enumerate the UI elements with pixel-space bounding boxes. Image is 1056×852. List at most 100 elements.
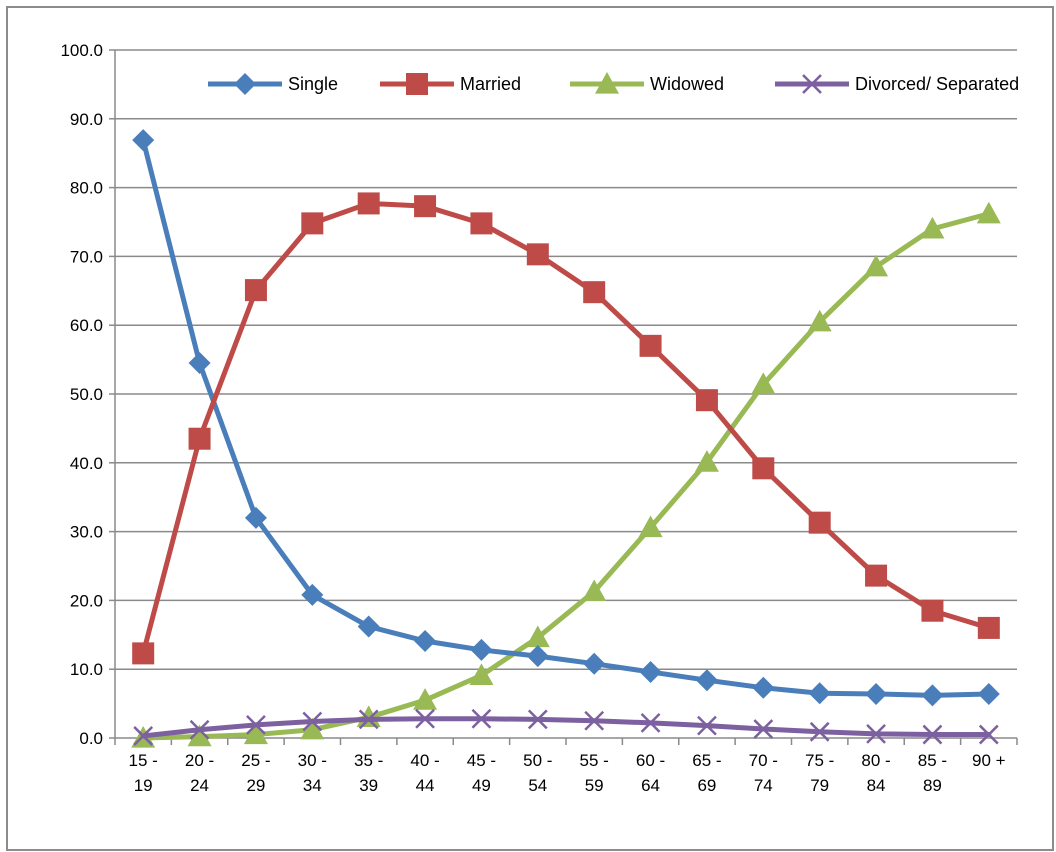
- x-tick-label: 29: [246, 776, 265, 795]
- y-tick-label: 10.0: [70, 660, 103, 679]
- data-point-widowed: [525, 625, 550, 648]
- x-tick-label: 30 -: [298, 751, 327, 770]
- y-tick-label: 40.0: [70, 454, 103, 473]
- x-tick-label: 69: [697, 776, 716, 795]
- x-tick-label: 49: [472, 776, 491, 795]
- legend-label: Married: [460, 74, 521, 94]
- data-point-divorced-separated: [302, 711, 323, 732]
- data-point-divorced-separated: [471, 708, 492, 729]
- x-tick-label: 59: [585, 776, 604, 795]
- data-point-widowed: [976, 201, 1001, 224]
- y-tick-label: 70.0: [70, 247, 103, 266]
- data-point-single: [583, 652, 606, 675]
- data-point-widowed: [582, 579, 607, 602]
- data-point-married: [470, 212, 493, 235]
- gridlines: [115, 49, 1017, 670]
- data-point-single: [752, 676, 775, 699]
- data-point-married: [583, 281, 606, 304]
- x-tick-label: 64: [641, 776, 660, 795]
- data-point-single: [357, 615, 380, 638]
- legend-label: Widowed: [650, 74, 724, 94]
- data-point-married: [301, 212, 324, 235]
- data-point-married: [977, 616, 1000, 639]
- legend-marker: [234, 73, 256, 95]
- y-tick-label: 90.0: [70, 110, 103, 129]
- x-tick-label: 79: [810, 776, 829, 795]
- data-point-divorced-separated: [866, 723, 886, 744]
- data-point-single: [977, 682, 1000, 705]
- y-axis-labels: 0.0 10.0 20.0 30.0 40.0 50.0 60.0 70.0 80.0 90.0 1…: [60, 41, 115, 748]
- data-point-single: [808, 682, 831, 705]
- legend-item-widowed: Widowed: [570, 72, 724, 94]
- data-point-widowed: [187, 724, 212, 747]
- series-line-married: [140, 200, 992, 656]
- x-tick-label: 84: [867, 776, 886, 795]
- data-point-divorced-separated: [922, 724, 943, 745]
- x-tick-label: 39: [359, 776, 378, 795]
- data-point-single: [639, 660, 662, 683]
- data-point-single: [188, 352, 211, 375]
- data-point-widowed: [751, 372, 776, 394]
- y-tick-label: 60.0: [70, 316, 103, 335]
- y-tick-label: 0.0: [79, 729, 103, 748]
- data-point-single: [921, 684, 944, 707]
- data-point-divorced-separated: [246, 715, 266, 735]
- legend-label: Divorced/ Separated: [855, 74, 1019, 94]
- y-tick-label: 80.0: [70, 179, 103, 198]
- series-divorced-separated: [133, 708, 999, 746]
- x-tick-label: 54: [528, 776, 547, 795]
- legend-item-divorced-separated: Divorced/ Separated: [775, 74, 1019, 94]
- data-point-widowed: [469, 663, 494, 685]
- series-line-widowed: [140, 211, 992, 741]
- legend-marker: [406, 73, 428, 95]
- data-point-married: [639, 334, 662, 357]
- series-married: [132, 192, 1000, 665]
- x-tick-label: 90 +: [972, 751, 1006, 770]
- data-point-married: [921, 599, 944, 622]
- legend-item-single: Single: [208, 73, 338, 95]
- data-point-divorced-separated: [809, 721, 830, 742]
- x-tick-label: 24: [190, 776, 209, 795]
- x-tick-label: 25 -: [241, 751, 270, 770]
- x-tick-label: 75 -: [805, 751, 834, 770]
- data-point-widowed: [638, 515, 663, 538]
- legend-item-married: Married: [380, 73, 521, 95]
- data-point-single: [695, 669, 718, 692]
- data-point-single: [301, 583, 324, 606]
- x-tick-label: 20 -: [185, 751, 214, 770]
- data-point-widowed: [807, 309, 832, 332]
- x-tick-label: 89: [923, 776, 942, 795]
- data-point-married: [244, 279, 267, 302]
- data-point-divorced-separated: [133, 726, 154, 746]
- data-point-married: [414, 195, 437, 218]
- x-tick-label: 55 -: [580, 751, 609, 770]
- y-tick-label: 100.0: [60, 41, 103, 60]
- data-point-divorced-separated: [415, 708, 435, 729]
- data-point-widowed: [864, 254, 889, 277]
- data-point-divorced-separated: [527, 709, 548, 730]
- data-point-married: [808, 511, 831, 534]
- x-tick-label: 15 -: [129, 751, 158, 770]
- x-tick-label: 80 -: [861, 751, 890, 770]
- data-point-widowed: [694, 450, 719, 472]
- x-tick-label: 50 -: [523, 751, 552, 770]
- data-point-divorced-separated: [640, 712, 661, 733]
- x-tick-label: 40 -: [410, 751, 439, 770]
- data-point-divorced-separated: [189, 719, 210, 740]
- data-point-single: [244, 506, 267, 529]
- x-tick-label: 60 -: [636, 751, 665, 770]
- x-tick-label: 19: [134, 776, 153, 795]
- legend-label: Single: [288, 74, 338, 94]
- x-tick-label: 34: [303, 776, 322, 795]
- series-line-divorced-separated: [140, 716, 992, 739]
- y-tick-label: 50.0: [70, 385, 103, 404]
- legend: Single Married Widowed Divorced/ Separated: [208, 72, 1019, 95]
- data-point-single: [470, 638, 493, 661]
- data-point-divorced-separated: [978, 724, 999, 745]
- data-point-widowed: [413, 688, 438, 710]
- data-point-single: [865, 682, 888, 705]
- data-point-widowed: [243, 722, 268, 745]
- legend-marker: [595, 72, 619, 94]
- legend-marker: [802, 74, 822, 94]
- x-tick-label: 70 -: [749, 751, 778, 770]
